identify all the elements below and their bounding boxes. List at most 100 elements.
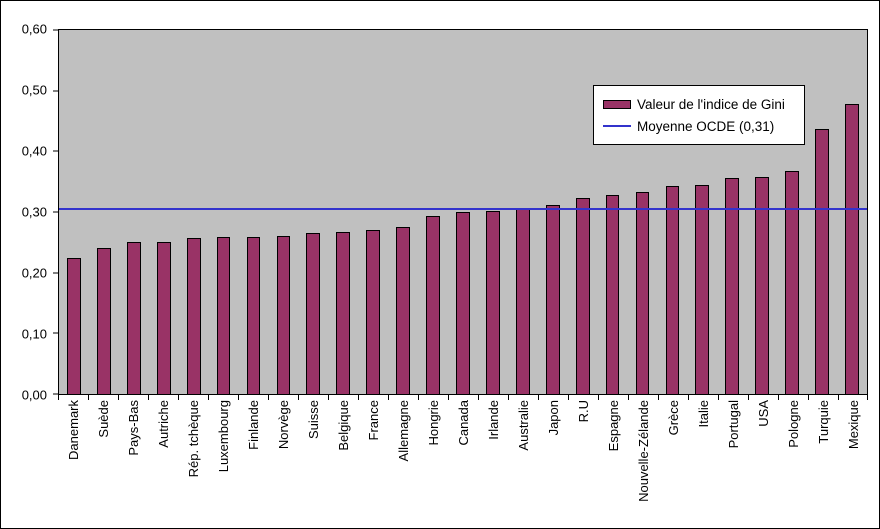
bar-slot	[628, 30, 658, 394]
bar-slot	[448, 30, 478, 394]
y-axis-tick-label: 0,10	[21, 326, 47, 342]
y-axis-tick	[53, 272, 59, 274]
bars	[59, 30, 867, 394]
bar	[725, 178, 740, 394]
x-axis-label-slot: Pays-Bas	[118, 400, 148, 528]
bar	[336, 232, 351, 394]
x-axis-category-label: Pays-Bas	[125, 400, 141, 456]
y-axis-tick	[53, 90, 59, 92]
y-axis-tick-label: 0,40	[21, 143, 47, 159]
x-axis-tick	[118, 395, 119, 400]
y-axis-tick	[53, 211, 59, 213]
x-axis-category-label: Finlande	[245, 400, 261, 450]
x-axis-tick	[298, 395, 299, 400]
bar	[366, 230, 381, 394]
x-axis-label-slot: Belgique	[328, 400, 358, 528]
x-axis-label-slot: Suisse	[298, 400, 328, 528]
x-axis-label-slot: Portugal	[718, 400, 748, 528]
x-axis-category-label: Espagne	[605, 400, 621, 452]
bar-slot	[598, 30, 628, 394]
x-axis-category-label: Hongrie	[425, 400, 441, 446]
mean-line-swatch	[603, 125, 631, 127]
bar	[156, 242, 171, 394]
bar	[485, 210, 500, 394]
y-tick-layer	[53, 29, 867, 395]
bar-slot	[239, 30, 269, 394]
x-axis-tick	[478, 395, 479, 400]
x-axis-label-slot: Nouvelle-Zélande	[628, 400, 658, 528]
bar	[306, 233, 321, 394]
bar-slot	[179, 30, 209, 394]
bar-slot	[328, 30, 358, 394]
bar-slot	[687, 30, 717, 394]
bar-slot	[508, 30, 538, 394]
legend-item-mean: Moyenne OCDE (0,31)	[603, 115, 795, 137]
x-axis-category-label: Grèce	[665, 400, 681, 436]
x-axis-label-slot: Finlande	[238, 400, 268, 528]
x-axis-tick	[838, 395, 839, 400]
x-axis-label-slot: Australie	[508, 400, 538, 528]
y-axis-tick	[53, 150, 59, 152]
x-axis-category-label: Mexique	[845, 400, 861, 450]
x-axis-label-slot: Allemagne	[388, 400, 418, 528]
x-axis-label-slot: Grèce	[658, 400, 688, 528]
x-axis-label-slot: Canada	[448, 400, 478, 528]
x-axis-category-label: Australie	[515, 400, 531, 451]
bar-slot	[149, 30, 179, 394]
bar-slot	[59, 30, 89, 394]
bar-slot	[747, 30, 777, 394]
bar-slot	[418, 30, 448, 394]
x-axis-label-slot: R.U	[568, 400, 598, 528]
bar-slot	[89, 30, 119, 394]
bar	[575, 198, 590, 394]
bar-slot	[568, 30, 598, 394]
x-axis-label-slot: USA	[748, 400, 778, 528]
x-axis-category-label: R.U	[575, 400, 591, 423]
x-axis-category-label: USA	[755, 400, 771, 427]
legend-label-mean: Moyenne OCDE (0,31)	[637, 118, 775, 134]
x-axis-label-slot: Japon	[538, 400, 568, 528]
bar-slot	[837, 30, 867, 394]
x-axis-category-label: Italie	[695, 400, 711, 428]
y-axis-tick	[53, 393, 59, 395]
x-axis-tick	[658, 395, 659, 400]
legend-label-gini: Valeur de l'indice de Gini	[637, 96, 785, 112]
bar-slot	[777, 30, 807, 394]
x-axis-tick	[538, 395, 539, 400]
bar	[635, 191, 650, 394]
bar	[97, 248, 111, 394]
x-axis-label-slot: Suède	[88, 400, 118, 528]
bar-slot	[717, 30, 747, 394]
x-axis-category-label: Irlande	[485, 400, 501, 440]
bar	[755, 177, 770, 394]
x-axis-tick	[327, 395, 329, 400]
x-axis-category-label: Belgique	[335, 400, 351, 451]
x-axis-tick	[388, 395, 389, 400]
x-axis-tick	[237, 395, 239, 400]
y-axis-tick-label: 0,30	[21, 204, 47, 220]
bar	[695, 184, 710, 394]
bar	[545, 204, 560, 394]
x-axis-tick	[748, 395, 749, 400]
y-axis-tick	[53, 29, 59, 31]
x-axis-label-slot: Autriche	[148, 400, 178, 528]
bar-slot	[538, 30, 568, 394]
x-axis-category-label: Danemark	[65, 400, 81, 460]
x-axis-tick	[718, 395, 719, 400]
bar-slot	[298, 30, 328, 394]
x-axis-tick	[58, 395, 59, 400]
x-axis-tick	[867, 395, 868, 400]
x-axis-tick	[628, 395, 629, 400]
bar	[665, 185, 680, 394]
x-axis-tick	[208, 395, 209, 400]
x-axis-label-slot: Mexique	[838, 400, 868, 528]
x-axis-label-slot: France	[358, 400, 388, 528]
x-axis-tick	[358, 395, 359, 400]
x-axis-tick	[508, 395, 509, 400]
x-axis-category-label: Norvège	[275, 400, 291, 450]
bar-slot	[268, 30, 298, 394]
x-axis-category-label: Japon	[545, 400, 561, 436]
x-axis-category-label: Canada	[455, 400, 471, 446]
x-axis-category-label: Turquie	[815, 400, 831, 444]
legend-item-gini: Valeur de l'indice de Gini	[603, 93, 795, 115]
